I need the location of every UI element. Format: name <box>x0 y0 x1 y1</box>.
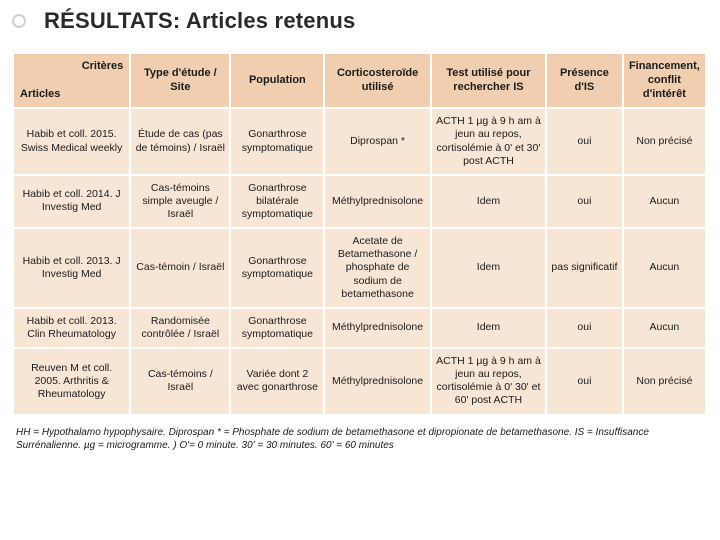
table-cell: ACTH 1 µg à 9 h am à jeun au repos, cort… <box>431 348 546 415</box>
table-cell: Gonarthrose bilatérale symptomatique <box>230 175 324 228</box>
table-cell: Habib et coll. 2013. Clin Rheumatology <box>13 308 130 348</box>
table-cell: Aucun <box>623 175 706 228</box>
table-cell: Idem <box>431 175 546 228</box>
page-title: RÉSULTATS: Articles retenus <box>44 8 355 34</box>
header-financement: Financement, conflit d'intérêt <box>623 53 706 108</box>
table-cell: Méthylprednisolone <box>324 348 431 415</box>
table-cell: Aucun <box>623 228 706 308</box>
header-test: Test utilisé pour rechercher IS <box>431 53 546 108</box>
table-cell: Non précisé <box>623 348 706 415</box>
table-cell: Cas-témoins simple aveugle / Israël <box>130 175 230 228</box>
header-population: Population <box>230 53 324 108</box>
title-rest: Articles retenus <box>180 8 355 33</box>
table-body: Habib et coll. 2015. Swiss Medical weekl… <box>13 108 706 414</box>
table-cell: Méthylprednisolone <box>324 308 431 348</box>
table-cell: Non précisé <box>623 108 706 175</box>
table-cell: Gonarthrose symptomatique <box>230 308 324 348</box>
table-cell: Étude de cas (pas de témoins) / Israël <box>130 108 230 175</box>
table-row: Habib et coll. 2015. Swiss Medical weekl… <box>13 108 706 175</box>
table-header-row: Critères Articles Type d'étude / Site Po… <box>13 53 706 108</box>
table-cell: Méthylprednisolone <box>324 175 431 228</box>
bullet-icon <box>12 14 26 28</box>
table-cell: Randomisée contrôlée / Israël <box>130 308 230 348</box>
table-cell: Acetate de Betamethasone / phosphate de … <box>324 228 431 308</box>
table-cell: Habib et coll. 2014. J Investig Med <box>13 175 130 228</box>
table-cell: Idem <box>431 228 546 308</box>
results-table: Critères Articles Type d'étude / Site Po… <box>12 52 707 416</box>
table-cell: Gonarthrose symptomatique <box>230 228 324 308</box>
table-row: Habib et coll. 2013. Clin RheumatologyRa… <box>13 308 706 348</box>
header-presence-is: Présence d'IS <box>546 53 623 108</box>
table-cell: Variée dont 2 avec gonarthrose <box>230 348 324 415</box>
table-cell: Idem <box>431 308 546 348</box>
header-type-etude: Type d'étude / Site <box>130 53 230 108</box>
table-cell: Habib et coll. 2015. Swiss Medical weekl… <box>13 108 130 175</box>
header-criteres: Critères <box>82 60 124 74</box>
table-cell: Gonarthrose symptomatique <box>230 108 324 175</box>
header-corticosteroide: Corticosteroïde utilisé <box>324 53 431 108</box>
table-cell: Reuven M et coll. 2005. Arthritis & Rheu… <box>13 348 130 415</box>
header-articles: Articles <box>20 88 60 102</box>
table-row: Reuven M et coll. 2005. Arthritis & Rheu… <box>13 348 706 415</box>
table-row: Habib et coll. 2013. J Investig MedCas-t… <box>13 228 706 308</box>
table-cell: oui <box>546 308 623 348</box>
title-prefix: RÉSULTATS: <box>44 8 180 33</box>
table-cell: oui <box>546 108 623 175</box>
footnote: HH = Hypothalamo hypophysaire. Diprospan… <box>12 426 708 452</box>
header-articles-criteres: Critères Articles <box>13 53 130 108</box>
table-cell: Cas-témoins / Israël <box>130 348 230 415</box>
table-cell: oui <box>546 348 623 415</box>
table-cell: Habib et coll. 2013. J Investig Med <box>13 228 130 308</box>
table-cell: pas significatif <box>546 228 623 308</box>
table-cell: oui <box>546 175 623 228</box>
table-cell: ACTH 1 µg à 9 h am à jeun au repos, cort… <box>431 108 546 175</box>
title-row: RÉSULTATS: Articles retenus <box>12 8 708 34</box>
table-row: Habib et coll. 2014. J Investig MedCas-t… <box>13 175 706 228</box>
table-cell: Cas-témoin / Israël <box>130 228 230 308</box>
table-cell: Diprospan * <box>324 108 431 175</box>
table-cell: Aucun <box>623 308 706 348</box>
